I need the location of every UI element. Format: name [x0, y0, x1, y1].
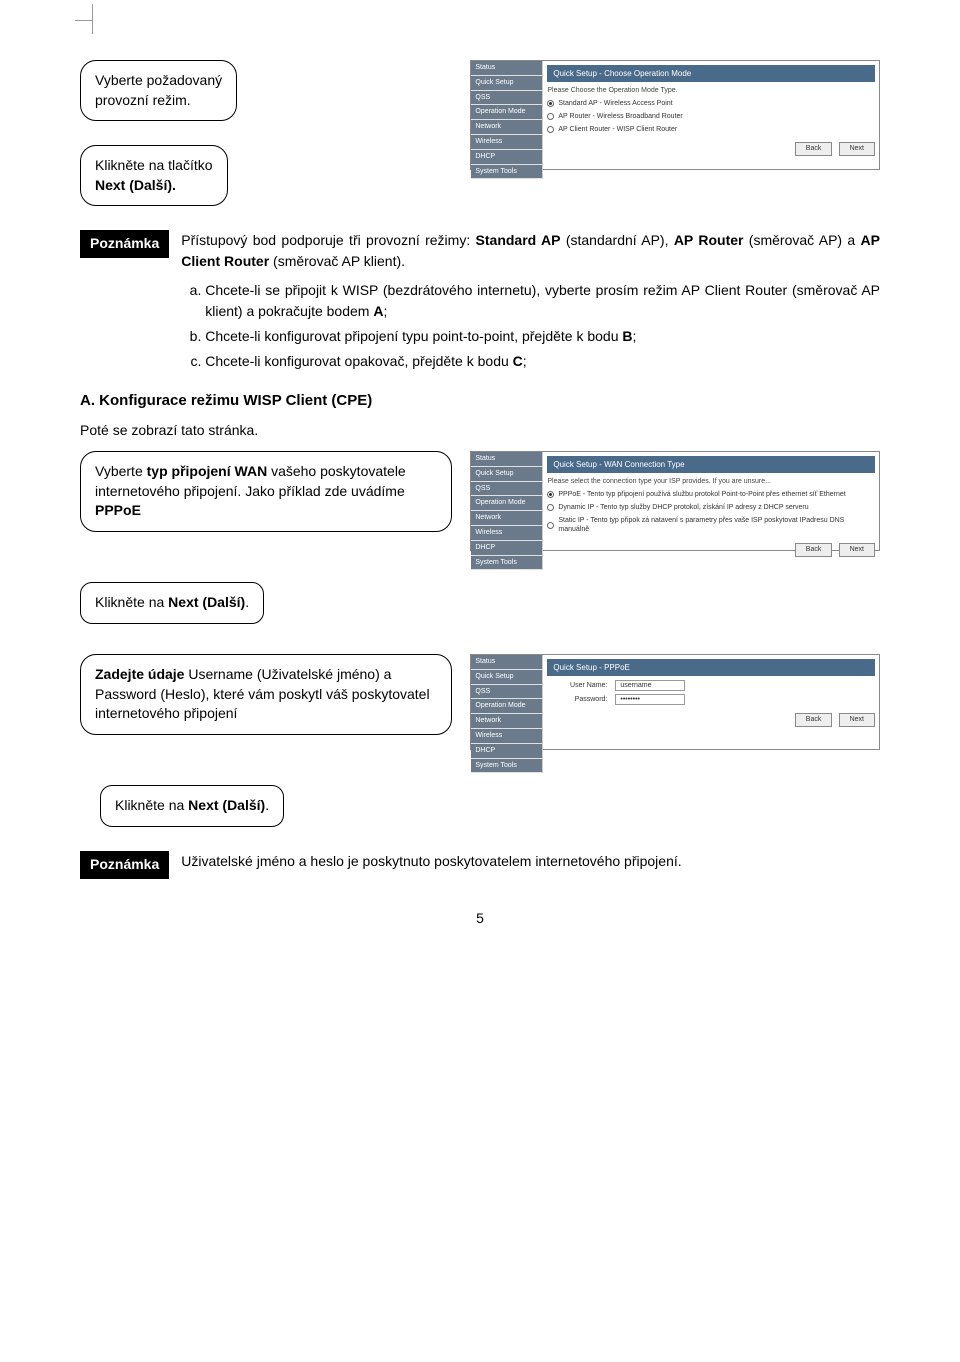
radio-option: Dynamic IP - Tento typ služby DHCP proto… [547, 503, 875, 513]
back-button: Back [795, 713, 833, 727]
nav-item: System Tools [471, 556, 542, 571]
radio-option: Standard AP - Wireless Access Point [547, 99, 875, 109]
nav-item: Quick Setup [471, 76, 542, 91]
callout-select-wan: Vyberte typ připojení WAN vašeho poskyto… [80, 451, 452, 532]
radio-icon [547, 113, 554, 120]
next-button: Next [839, 543, 875, 557]
radio-icon [547, 504, 554, 511]
screenshot-operation-mode: Status Quick Setup QSS Operation Mode Ne… [470, 60, 880, 170]
nav-item: DHCP [471, 150, 542, 165]
nav-item: System Tools [471, 165, 542, 180]
note-item: Chcete-li se připojit k WISP (bezdrátové… [205, 280, 880, 322]
screenshot-wan-type: Status Quick Setup QSS Operation Mode Ne… [470, 451, 880, 551]
crop-mark [75, 20, 93, 21]
callout-click-next-3: Klikněte na Next (Další). [100, 785, 284, 827]
callout-click-next: Klikněte na tlačítkoNext (Další). [80, 145, 228, 206]
callout-text: Vyberte typ připojení WAN vašeho poskyto… [95, 463, 406, 518]
page-number: 5 [80, 909, 880, 929]
section-heading: A. Konfigurace režimu WISP Client (CPE) [80, 390, 880, 411]
callout-text: Vyberte požadovanýprovozní režim. [95, 71, 222, 110]
callout-text: Klikněte na tlačítkoNext (Další). [95, 156, 213, 195]
screenshot-nav: Status Quick Setup QSS Operation Mode Ne… [471, 452, 543, 570]
screenshot-text: Please select the connection type your I… [547, 477, 875, 487]
radio-icon [547, 522, 554, 529]
nav-item: Network [471, 511, 542, 526]
nav-item: QSS [471, 482, 542, 497]
screenshot-text: Please Choose the Operation Mode Type. [547, 86, 875, 96]
nav-item: Operation Mode [471, 105, 542, 120]
note-tag: Poznámka [80, 230, 169, 258]
nav-item: Quick Setup [471, 467, 542, 482]
radio-icon [547, 491, 554, 498]
next-button: Next [839, 142, 875, 156]
nav-item: Wireless [471, 526, 542, 541]
password-field: •••••••• [615, 694, 685, 705]
screenshot-nav: Status Quick Setup QSS Operation Mode Ne… [471, 655, 543, 773]
callout-text: Zadejte údaje Username (Uživatelské jmén… [95, 666, 430, 721]
next-button: Next [839, 713, 875, 727]
crop-mark [92, 4, 93, 34]
callout-text: Klikněte na Next (Další). [95, 594, 249, 610]
nav-item: Status [471, 61, 542, 76]
back-button: Back [795, 543, 833, 557]
note-body: Uživatelské jméno a heslo je poskytnuto … [181, 851, 880, 872]
screenshot-title: Quick Setup - Choose Operation Mode [547, 65, 875, 82]
note-item: Chcete-li konfigurovat opakovač, přejdět… [205, 351, 880, 372]
note-body: Přístupový bod podporuje tři provozní re… [181, 230, 880, 376]
nav-item: QSS [471, 91, 542, 106]
nav-item: Operation Mode [471, 699, 542, 714]
note-item: Chcete-li konfigurovat připojení typu po… [205, 326, 880, 347]
nav-item: DHCP [471, 541, 542, 556]
nav-item: Quick Setup [471, 670, 542, 685]
nav-item: Network [471, 120, 542, 135]
screenshot-pppoe: Status Quick Setup QSS Operation Mode Ne… [470, 654, 880, 750]
nav-item: Network [471, 714, 542, 729]
note-tag: Poznámka [80, 851, 169, 879]
nav-item: Operation Mode [471, 496, 542, 511]
form-label: User Name: [547, 681, 607, 691]
note-text: Přístupový bod podporuje tři provozní re… [181, 232, 880, 269]
radio-option: AP Router - Wireless Broadband Router [547, 112, 875, 122]
callout-click-next-2: Klikněte na Next (Další). [80, 582, 264, 624]
nav-item: Wireless [471, 729, 542, 744]
username-field: username [615, 680, 685, 691]
intro-text: Poté se zobrazí tato stránka. [80, 421, 880, 441]
callout-text: Klikněte na Next (Další). [115, 797, 269, 813]
screenshot-title: Quick Setup - WAN Connection Type [547, 456, 875, 473]
screenshot-nav: Status Quick Setup QSS Operation Mode Ne… [471, 61, 543, 179]
radio-option: Static IP - Tento typ připok zá natavení… [547, 516, 875, 536]
radio-icon [547, 126, 554, 133]
radio-option: AP Client Router - WISP Client Router [547, 125, 875, 135]
callout-enter-credentials: Zadejte údaje Username (Uživatelské jmén… [80, 654, 452, 735]
callout-select-mode: Vyberte požadovanýprovozní režim. [80, 60, 237, 121]
nav-item: DHCP [471, 744, 542, 759]
screenshot-title: Quick Setup - PPPoE [547, 659, 875, 676]
form-label: Password: [547, 695, 607, 705]
nav-item: QSS [471, 685, 542, 700]
nav-item: Status [471, 655, 542, 670]
nav-item: Wireless [471, 135, 542, 150]
back-button: Back [795, 142, 833, 156]
radio-icon [547, 100, 554, 107]
radio-option: PPPoE - Tento typ připojení používá služ… [547, 490, 875, 500]
nav-item: Status [471, 452, 542, 467]
nav-item: System Tools [471, 759, 542, 774]
